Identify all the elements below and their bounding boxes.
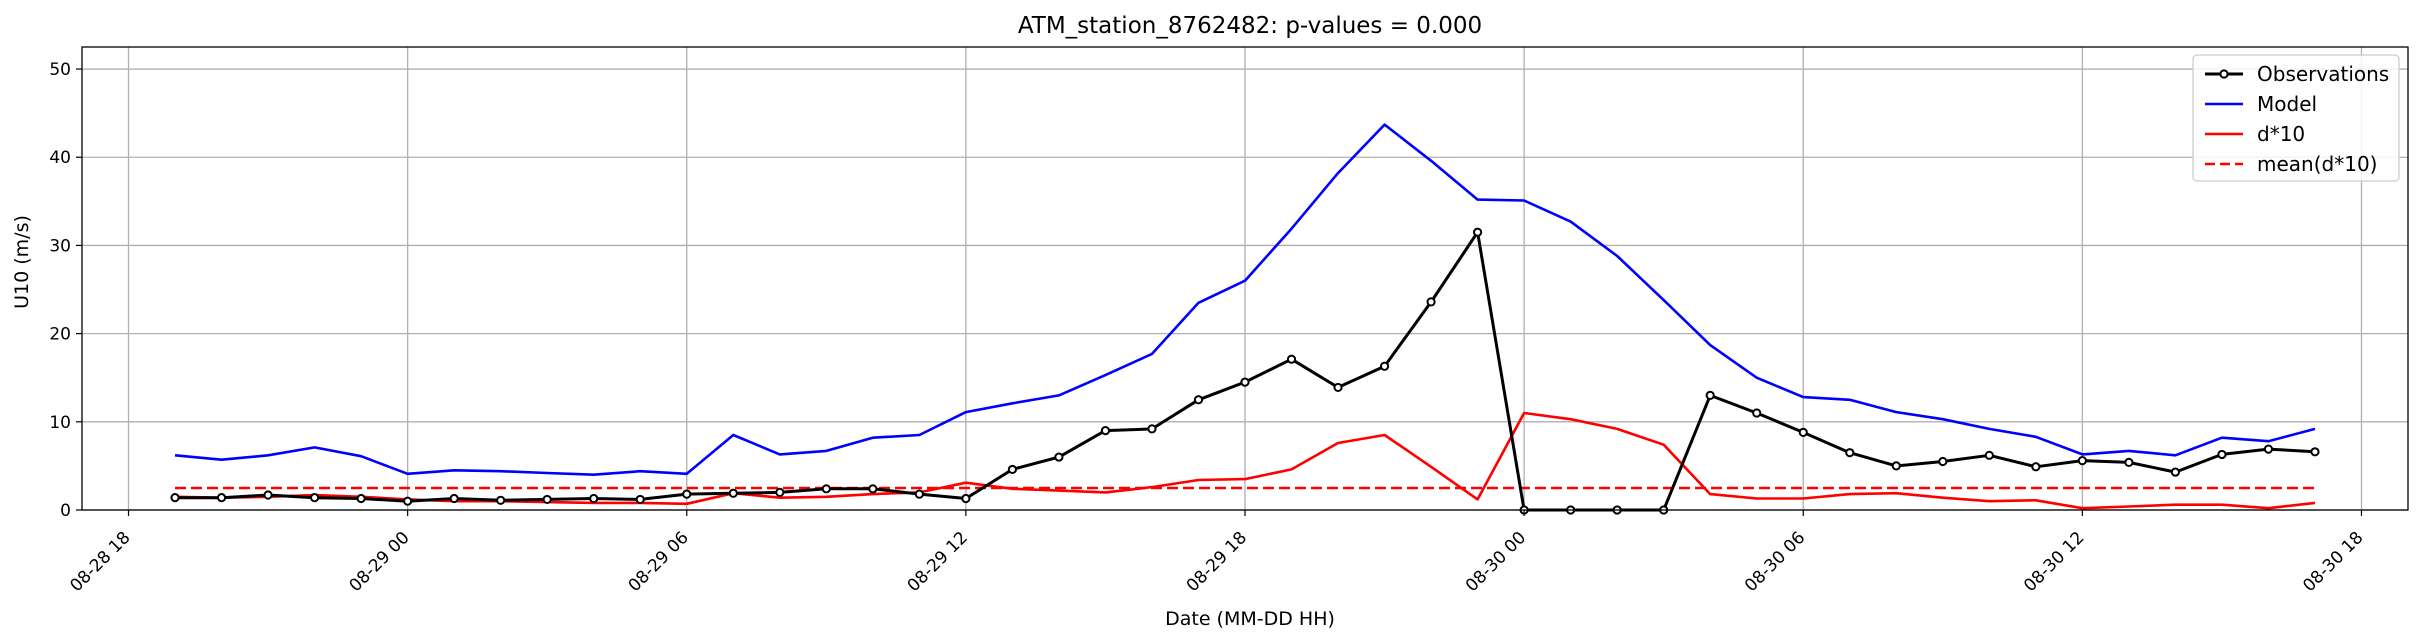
series-line-model bbox=[174, 123, 2316, 477]
observation-point bbox=[403, 496, 413, 506]
series-line-d-10 bbox=[174, 411, 2316, 510]
y-tick-label: 10 bbox=[49, 413, 71, 433]
observation-point bbox=[310, 493, 320, 503]
y-tick-label: 50 bbox=[49, 60, 71, 80]
chart-title: ATM_station_8762482: p-values = 0.000 bbox=[1018, 13, 1482, 39]
observation-point bbox=[682, 489, 692, 499]
observation-point bbox=[1426, 297, 1436, 307]
observation-point bbox=[2310, 447, 2320, 457]
observation-point bbox=[2031, 462, 2041, 472]
y-tick-label: 40 bbox=[49, 148, 71, 168]
observation-point bbox=[775, 487, 785, 497]
x-tick-label: 08-30 00 bbox=[1462, 528, 1530, 596]
grid-lines bbox=[82, 47, 2408, 511]
legend-label: d*10 bbox=[2257, 122, 2305, 146]
observation-point bbox=[216, 493, 227, 503]
observation-point bbox=[1240, 377, 1250, 387]
observation-point bbox=[1147, 424, 1157, 434]
observation-point bbox=[1938, 456, 1948, 467]
observation-point bbox=[2217, 449, 2227, 460]
y-tick-label: 30 bbox=[49, 236, 71, 256]
observation-point bbox=[1891, 461, 1901, 471]
observation-point bbox=[821, 484, 831, 494]
axis-ticks: 08-28 18 08-29 00 08-29 06 08-29 12 08-29 18… bbox=[49, 60, 2367, 596]
observation-point bbox=[1984, 450, 1994, 460]
observation-point bbox=[356, 493, 366, 504]
x-tick-label: 08-30 12 bbox=[2020, 528, 2088, 596]
legend-label: Observations bbox=[2257, 62, 2389, 86]
x-tick-label: 08-29 06 bbox=[625, 528, 693, 596]
x-tick-label: 08-29 12 bbox=[904, 528, 972, 596]
observation-point bbox=[1193, 395, 1204, 405]
legend-label: mean(d*10) bbox=[2257, 152, 2377, 176]
observation-point bbox=[2124, 457, 2134, 467]
y-tick-label: 0 bbox=[60, 501, 71, 521]
x-tick-label: 08-29 00 bbox=[345, 528, 413, 596]
observation-point bbox=[2263, 444, 2274, 454]
observation-point bbox=[263, 490, 273, 500]
observation-point bbox=[1752, 408, 1762, 418]
observation-point bbox=[1473, 227, 1483, 237]
x-tick-label: 08-28 18 bbox=[66, 528, 134, 596]
legend: Observations Model d*10 mean(d*10) bbox=[2192, 54, 2400, 182]
observation-point bbox=[1007, 464, 1018, 475]
observation-point bbox=[1100, 426, 1111, 436]
x-tick-label: 08-29 18 bbox=[1183, 528, 1251, 596]
x-tick-label: 08-30 18 bbox=[2299, 528, 2367, 596]
observation-point bbox=[542, 494, 552, 505]
y-tick-label: 20 bbox=[49, 325, 71, 345]
observation-point bbox=[914, 489, 924, 499]
x-axis-label: Date (MM-DD HH) bbox=[1165, 608, 1335, 630]
observation-point bbox=[496, 495, 506, 505]
observation-point bbox=[1379, 361, 1390, 371]
legend-marker bbox=[2219, 69, 2229, 79]
observation-point bbox=[589, 493, 599, 504]
observation-point bbox=[1286, 354, 1297, 364]
legend-box bbox=[2192, 54, 2400, 182]
observation-point bbox=[2170, 467, 2180, 477]
series-layer bbox=[170, 123, 2320, 515]
observation-point bbox=[961, 493, 971, 504]
observation-point bbox=[728, 488, 738, 498]
x-tick-label: 08-30 06 bbox=[1741, 528, 1809, 596]
observation-point bbox=[635, 494, 645, 505]
observation-point bbox=[868, 484, 878, 494]
observation-point bbox=[1333, 382, 1343, 393]
observation-point bbox=[449, 493, 459, 504]
y-axis-label: U10 (m/s) bbox=[11, 215, 33, 309]
observation-point bbox=[1054, 452, 1064, 462]
legend-label: Model bbox=[2257, 92, 2317, 116]
observation-point bbox=[1845, 448, 1855, 458]
observation-point bbox=[1705, 390, 1715, 400]
observation-point bbox=[1798, 427, 1808, 437]
observation-point bbox=[170, 493, 180, 503]
observation-point bbox=[2077, 456, 2087, 466]
